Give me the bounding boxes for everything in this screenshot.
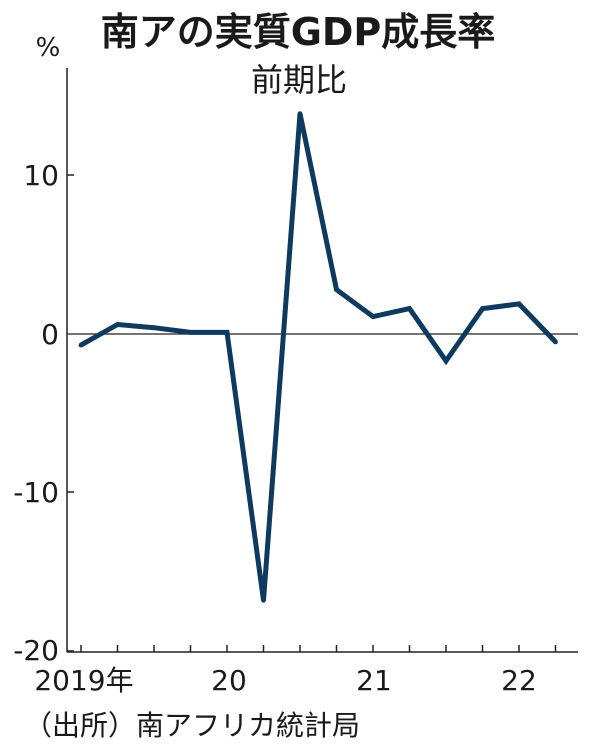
x-tick-label: 2019年: [34, 664, 133, 697]
data-point: [188, 330, 193, 335]
y-axis-unit: %: [36, 33, 61, 63]
y-tick-label: 10: [23, 159, 59, 192]
x-tick-label: 20: [211, 664, 247, 697]
data-point: [480, 306, 485, 311]
y-tick-label: -10: [13, 476, 59, 509]
data-point: [78, 342, 84, 348]
data-point: [224, 330, 230, 335]
y-tick-label: -20: [13, 634, 59, 667]
data-point: [516, 301, 522, 307]
data-point: [115, 322, 120, 327]
data-point: [370, 314, 376, 319]
data-points: [78, 111, 558, 603]
data-point: [407, 306, 412, 311]
data-point: [261, 597, 266, 603]
x-tick-marks: [80, 645, 557, 652]
data-point: [553, 339, 558, 345]
data-point: [334, 287, 339, 292]
y-tick-label: 0: [41, 318, 59, 351]
source-note: （出所）南アフリカ統計局: [24, 709, 360, 742]
series-line: [79, 113, 558, 601]
data-point: [443, 358, 449, 364]
x-tick-label: 21: [356, 664, 392, 697]
data-point: [151, 325, 157, 331]
data-point: [297, 111, 303, 117]
x-tick-label: 22: [501, 664, 537, 697]
chart-title: 南アの実質GDP成長率: [101, 10, 496, 54]
chart-subtitle: 前期比: [251, 61, 347, 99]
